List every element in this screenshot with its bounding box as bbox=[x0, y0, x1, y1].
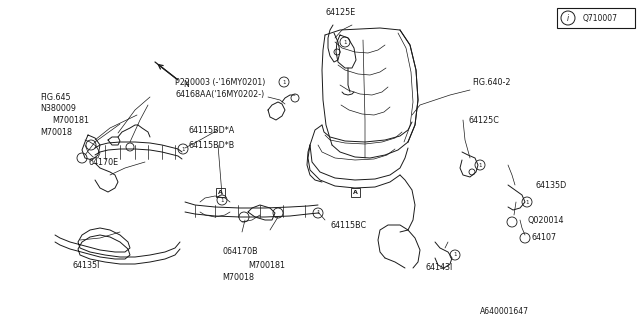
Text: 64170E: 64170E bbox=[88, 157, 118, 166]
Text: i: i bbox=[567, 13, 569, 22]
Text: 1: 1 bbox=[453, 252, 457, 258]
Bar bbox=[216, 188, 225, 196]
Text: N: N bbox=[183, 79, 189, 89]
Text: 1: 1 bbox=[316, 211, 320, 215]
Text: 1: 1 bbox=[282, 79, 285, 84]
Text: 64107: 64107 bbox=[532, 234, 557, 243]
Text: A: A bbox=[353, 189, 357, 195]
Text: 1: 1 bbox=[220, 197, 224, 203]
Text: N380009: N380009 bbox=[40, 103, 76, 113]
Text: 64125E: 64125E bbox=[325, 7, 355, 17]
Bar bbox=[557, 8, 635, 28]
Text: 64115BD*A: 64115BD*A bbox=[188, 125, 234, 134]
Text: M700181: M700181 bbox=[52, 116, 89, 124]
Text: M70018: M70018 bbox=[40, 127, 72, 137]
Text: M700181: M700181 bbox=[248, 260, 285, 269]
Text: 1: 1 bbox=[343, 39, 347, 44]
Text: M70018: M70018 bbox=[222, 274, 254, 283]
Text: P220003 (-'16MY0201): P220003 (-'16MY0201) bbox=[175, 77, 266, 86]
Text: 64115BD*B: 64115BD*B bbox=[188, 140, 234, 149]
Text: 1: 1 bbox=[525, 199, 529, 204]
Text: A640001647: A640001647 bbox=[480, 308, 529, 316]
Text: 1: 1 bbox=[181, 147, 185, 151]
Bar bbox=[351, 188, 360, 196]
Text: 64135I: 64135I bbox=[72, 260, 99, 269]
Text: FIG.640-2: FIG.640-2 bbox=[472, 77, 511, 86]
Text: 64115BC: 64115BC bbox=[330, 220, 366, 229]
Text: FIG.645: FIG.645 bbox=[40, 92, 70, 101]
Text: 64135D: 64135D bbox=[535, 180, 566, 189]
Text: 64143I: 64143I bbox=[425, 263, 452, 273]
Text: Q020014: Q020014 bbox=[527, 215, 563, 225]
Text: 64168AA('16MY0202-): 64168AA('16MY0202-) bbox=[175, 90, 264, 99]
Text: A: A bbox=[218, 189, 223, 195]
Text: 64125C: 64125C bbox=[468, 116, 499, 124]
Text: Q710007: Q710007 bbox=[583, 13, 618, 22]
Text: 1: 1 bbox=[478, 163, 482, 167]
Text: 064170B: 064170B bbox=[222, 247, 258, 257]
